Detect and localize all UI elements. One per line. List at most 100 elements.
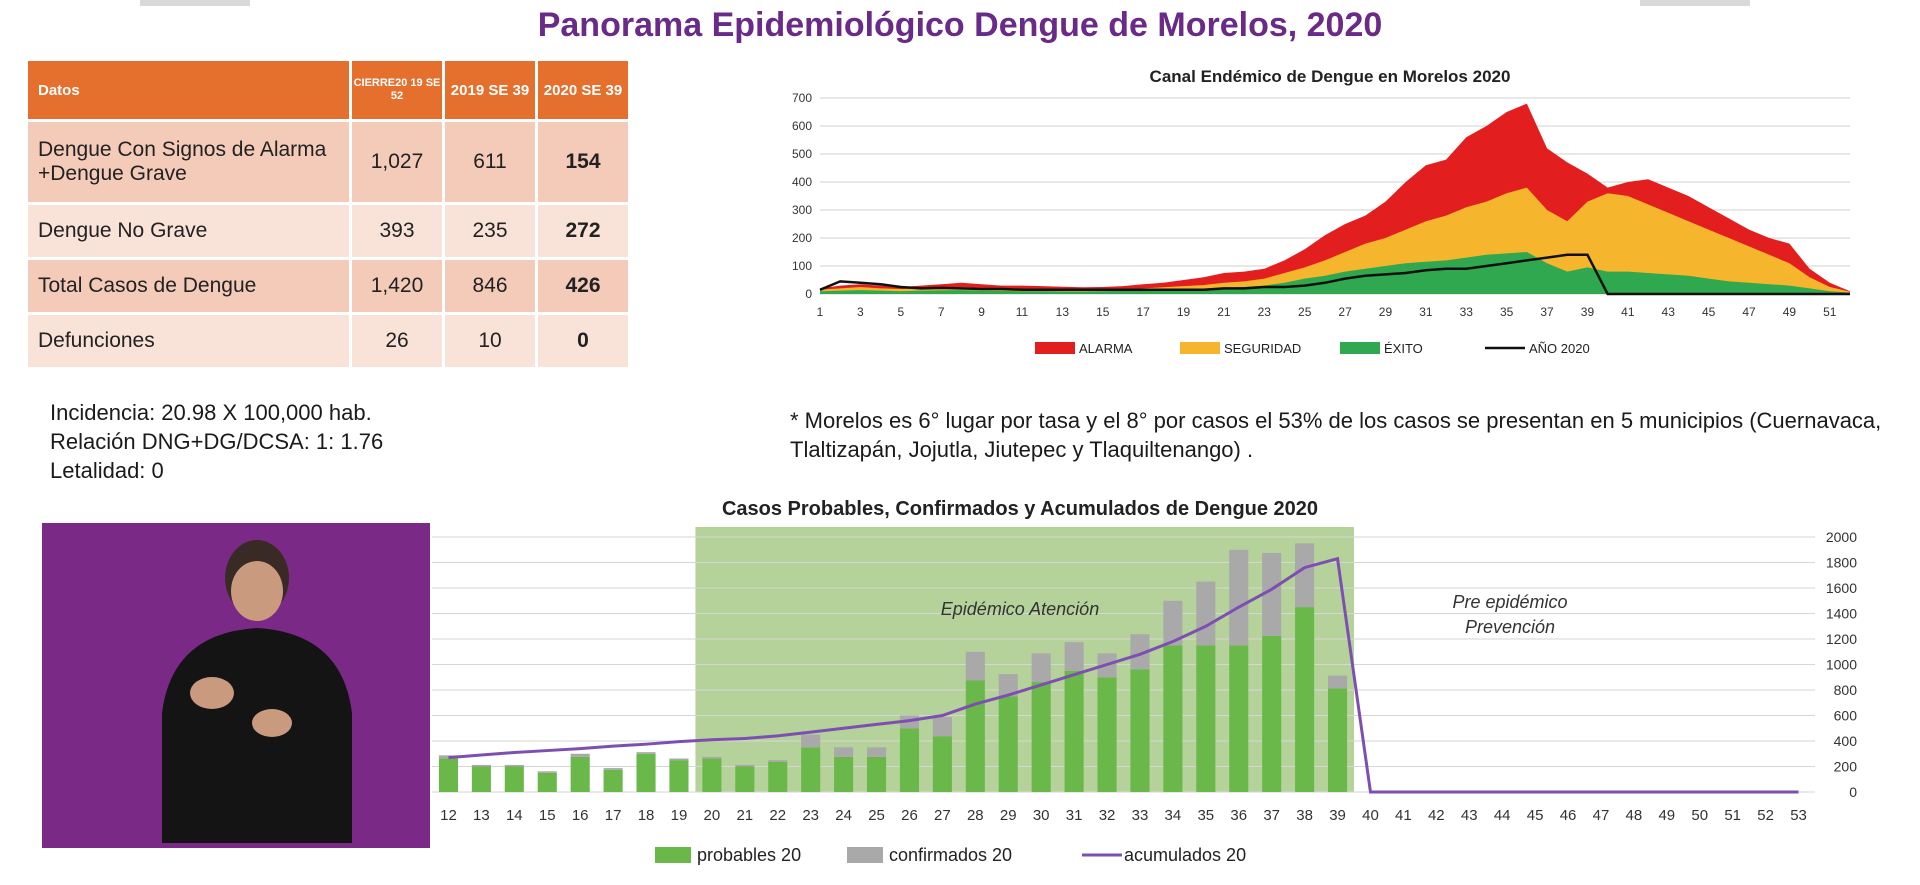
cases-chart: Casos Probables, Confirmados y Acumulado… (432, 498, 1858, 865)
x-tick-label: 35 (1197, 807, 1214, 824)
bar-confirmados (504, 764, 524, 767)
x-tick-label: 30 (1033, 807, 1050, 824)
x-tick-label: 53 (1790, 807, 1807, 824)
bar-confirmados (1031, 653, 1051, 683)
bar-probables (998, 696, 1018, 792)
y-tick-label: 700 (792, 91, 812, 105)
bar-confirmados (1064, 642, 1084, 671)
bar-confirmados (801, 734, 821, 748)
x-tick-label: 5 (897, 305, 904, 319)
x-tick-label: 31 (1419, 305, 1433, 319)
bar-confirmados (998, 674, 1018, 697)
page-title: Panorama Epidemiológico Dengue de Morelo… (537, 6, 1383, 44)
bar-confirmados (669, 758, 689, 761)
annotation-epidemico: Epidémico Atención (941, 599, 1099, 619)
x-tick-label: 47 (1593, 807, 1610, 824)
line-series-ano-2020 (819, 253, 1850, 296)
ranking-note: * Morelos es 6° lugar por tasa y el 8° p… (790, 408, 1882, 462)
x-tick-label: 7 (938, 305, 945, 319)
x-tick-label: 51 (1823, 305, 1837, 319)
x-tick-label: 41 (1621, 305, 1635, 319)
legend-label: probables 20 (697, 845, 801, 865)
cell-2019: 846 (445, 260, 535, 312)
x-tick-label: 51 (1724, 807, 1741, 824)
legend-label: acumulados 20 (1124, 845, 1246, 865)
sign-language-interpreter-video (42, 523, 430, 848)
legend-item: acumulados 20 (1082, 845, 1246, 865)
bar-probables (702, 758, 722, 792)
area-series-2 (820, 252, 1850, 294)
x-tick-label: 43 (1461, 807, 1478, 824)
table-row: Defunciones 26 10 0 (28, 315, 628, 367)
x-tick-label: 38 (1296, 807, 1313, 824)
x-tick-label: 31 (1066, 807, 1083, 824)
bar-confirmados (1262, 552, 1282, 636)
bar-probables (471, 766, 491, 792)
y-tick-label: 400 (792, 175, 812, 189)
x-tick-label: 17 (1136, 305, 1150, 319)
x-tick-label: 19 (671, 807, 688, 824)
bar-probables (932, 736, 952, 792)
interpreter-figure-icon (162, 540, 352, 843)
y2-tick-label: 1400 (1826, 606, 1857, 622)
table-header-cierre: CIERRE20 19 SE 52 (352, 61, 442, 119)
bar-probables (636, 753, 656, 792)
bar-confirmados (702, 756, 722, 759)
y2-tick-label: 1000 (1826, 657, 1857, 673)
bar-probables (1262, 635, 1282, 792)
cell-2020: 154 (538, 122, 628, 202)
chart-title: Canal Endémico de Dengue en Morelos 2020 (1150, 67, 1511, 86)
x-tick-label: 23 (802, 807, 819, 824)
y2-tick-label: 200 (1834, 759, 1858, 775)
bar-confirmados (735, 764, 755, 767)
y2-tick-label: 1800 (1826, 555, 1857, 571)
bar-confirmados (768, 760, 788, 762)
legend-swatch (847, 847, 883, 863)
x-tick-label: 37 (1263, 807, 1280, 824)
x-tick-label: 35 (1500, 305, 1514, 319)
bar-probables (899, 728, 920, 792)
x-tick-label: 39 (1329, 807, 1346, 824)
ratio-text: Relación DNG+DG/DCSA: 1: 1.76 (50, 429, 384, 454)
legend-label: ALARMA (1079, 341, 1133, 356)
x-tick-label: 22 (769, 807, 786, 824)
legend-swatch (1180, 342, 1220, 354)
area-series-1 (820, 187, 1850, 294)
row-label: Dengue Con Signos de Alarma +Dengue Grav… (28, 122, 349, 202)
legend-item: probables 20 (655, 845, 801, 865)
bar-probables (438, 758, 459, 792)
y-tick-label: 500 (792, 147, 812, 161)
legend-item: AÑO 2020 (1485, 341, 1590, 356)
bar-probables (1163, 645, 1183, 792)
row-label: Defunciones (28, 315, 349, 367)
cell-2019: 10 (445, 315, 535, 367)
cell-2020: 0 (538, 315, 628, 367)
legend-item: ALARMA (1035, 341, 1133, 356)
bar-confirmados (1295, 543, 1315, 608)
x-tick-label: 50 (1691, 807, 1708, 824)
x-tick-label: 25 (1298, 305, 1312, 319)
x-tick-label: 40 (1362, 807, 1379, 824)
y-tick-label: 0 (805, 287, 812, 301)
x-tick-label: 18 (638, 807, 655, 824)
legend-label: ÉXITO (1384, 341, 1423, 356)
y-tick-label: 200 (792, 231, 812, 245)
bar-confirmados (471, 764, 491, 767)
x-tick-label: 27 (1338, 305, 1352, 319)
legend-label: AÑO 2020 (1529, 341, 1590, 356)
x-tick-label: 29 (1000, 807, 1017, 824)
x-tick-label: 34 (1165, 807, 1182, 824)
bar-confirmados (570, 753, 590, 757)
bar-confirmados (965, 651, 985, 681)
bar-probables (735, 766, 755, 792)
x-tick-label: 36 (1230, 807, 1247, 824)
table-header-2019: 2019 SE 39 (445, 61, 535, 119)
table-row: Dengue Con Signos de Alarma +Dengue Grav… (28, 122, 628, 202)
bar-probables (669, 760, 689, 792)
x-tick-label: 45 (1702, 305, 1716, 319)
bar-confirmados (1130, 634, 1150, 670)
x-tick-label: 44 (1494, 807, 1511, 824)
table-row: Total Casos de Dengue 1,420 846 426 (28, 260, 628, 312)
y2-tick-label: 800 (1834, 682, 1858, 698)
x-tick-label: 48 (1626, 807, 1643, 824)
